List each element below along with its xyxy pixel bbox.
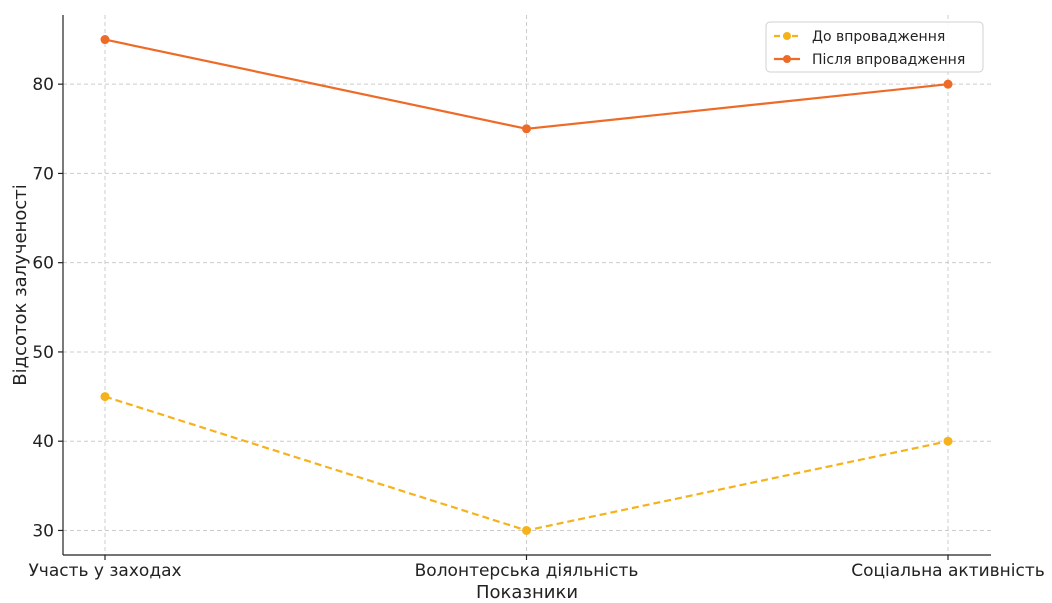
series-1-point-1 bbox=[522, 124, 531, 134]
y-axis-title: Відсоток залученості bbox=[10, 184, 31, 385]
legend-marker-0 bbox=[783, 32, 791, 40]
y-tick-label-0: 30 bbox=[32, 521, 54, 541]
legend: До впровадження Після впровадження bbox=[765, 21, 984, 73]
legend-label-1: Після впровадження bbox=[812, 52, 965, 68]
legend-box bbox=[765, 21, 984, 73]
series-0-point-1 bbox=[522, 525, 531, 535]
series-1-point-0 bbox=[100, 35, 110, 45]
series-1-point-2 bbox=[943, 79, 953, 89]
x-tick-label-2: Соціальна активність bbox=[851, 561, 1045, 581]
labels-layer: Показники Відсоток залученості bbox=[10, 184, 578, 603]
x-tick-label-0: Участь у заходах bbox=[28, 561, 181, 581]
y-tick-label-2: 50 bbox=[32, 343, 54, 363]
y-tick-label-5: 80 bbox=[32, 75, 54, 95]
x-tick-label-1: Волонтерська діяльність bbox=[415, 561, 639, 581]
x-axis-title: Показники bbox=[476, 582, 578, 599]
legend-marker-1 bbox=[783, 55, 791, 63]
series-layer bbox=[100, 35, 953, 535]
y-tick-label-4: 70 bbox=[32, 164, 54, 184]
grid-layer bbox=[63, 15, 991, 555]
y-tick-label-1: 40 bbox=[32, 432, 54, 452]
axes-layer: 30 40 50 60 70 80 Участь у заходах Волонтерська… bbox=[28, 15, 1045, 581]
series-0-point-0 bbox=[100, 392, 110, 402]
y-tick-label-3: 60 bbox=[32, 254, 54, 274]
legend-label-0: До впровадження bbox=[812, 29, 945, 45]
series-0-point-2 bbox=[943, 436, 953, 446]
